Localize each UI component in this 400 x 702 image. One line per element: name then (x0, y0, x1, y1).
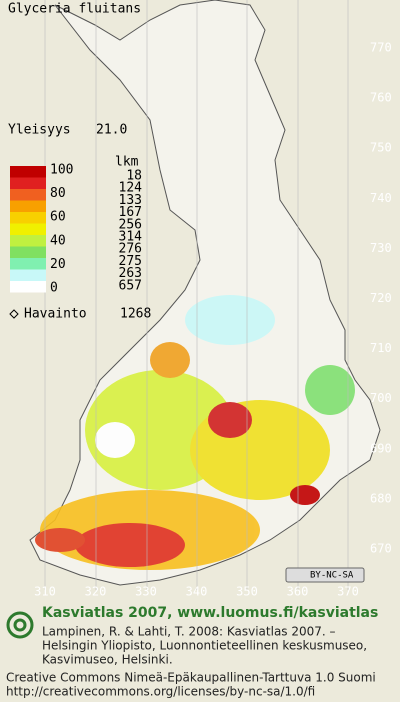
legend-scale-label: 40 (50, 233, 66, 248)
east-coordinate: 340 (186, 585, 208, 599)
legend-count: 276 (119, 242, 142, 257)
logo (6, 611, 34, 639)
legend-scale-label: 100 (50, 163, 73, 178)
north-coordinate: 730 (370, 241, 392, 255)
grid-lines (44, 0, 349, 590)
north-coordinate: 710 (370, 341, 392, 355)
legend-scale-label: 80 (50, 186, 66, 201)
legend-swatch (10, 212, 46, 224)
east-coordinate: 320 (85, 585, 107, 599)
license-line: http://creativecommons.org/licenses/by-n… (6, 685, 315, 699)
license-line: Creative Commons Nimeä-Epäkaupallinen-Ta… (6, 671, 376, 685)
east-coordinate: 370 (337, 585, 359, 599)
legend-count: 256 (119, 217, 142, 232)
east-coordinate: 330 (135, 585, 157, 599)
license-badge (285, 567, 365, 583)
legend-scale-label: 60 (50, 210, 66, 225)
legend-swatch (10, 177, 46, 189)
north-coordinate: 740 (370, 191, 392, 205)
legend-swatch (10, 235, 46, 247)
species-title: Glyceria fluitans (8, 2, 141, 17)
legend-swatch (10, 246, 46, 258)
legend-swatch (10, 269, 46, 281)
legend-scale-label: 20 (50, 257, 66, 272)
legend-count: 314 (119, 230, 143, 245)
observation-symbol (9, 309, 19, 319)
legend-swatch (10, 223, 46, 235)
labels: 100 80 60 40 20 0 1812413316725631427627526365… (6, 41, 392, 699)
count-header: lkm (115, 155, 139, 170)
legend-swatch (10, 166, 46, 178)
north-coordinate: 770 (370, 41, 392, 55)
north-coordinate: 670 (370, 542, 392, 556)
citation-line: Lampinen, R. & Lahti, T. 2008: Kasviatla… (42, 625, 336, 639)
legend-swatch (10, 189, 46, 201)
east-coordinate: 350 (236, 585, 258, 599)
brand: Kasviatlas 2007, www.luomus.fi/kasviatla… (42, 605, 378, 621)
legend-count: 657 (119, 278, 142, 293)
license-badge-text: BY-NC-SA (310, 571, 354, 581)
frequency-label: Yleisyys (8, 123, 71, 138)
legend-swatch (10, 200, 46, 212)
legend-count: 167 (119, 205, 142, 220)
north-coordinate: 690 (370, 441, 392, 455)
citation-line: Helsingin Yliopisto, Luonnontieteellinen… (42, 639, 367, 653)
observations-label: Havainto (24, 307, 87, 322)
legend-count: 18 (126, 169, 142, 184)
citation-line: Kasvimuseo, Helsinki. (42, 653, 173, 667)
north-coordinate: 680 (370, 491, 392, 505)
legend-count: 263 (119, 266, 142, 281)
east-coordinate: 360 (287, 585, 309, 599)
north-coordinate: 700 (370, 391, 392, 405)
north-coordinate: 750 (370, 141, 392, 155)
legend-scale-label: 0 (50, 281, 58, 296)
frequency-value: 21.0 (96, 123, 127, 138)
legend-count: 133 (119, 193, 142, 208)
north-coordinate: 760 (370, 91, 392, 105)
legend-bar (10, 166, 46, 293)
north-coordinate: 720 (370, 291, 392, 305)
legend-swatch (10, 258, 46, 270)
legend-count: 124 (119, 181, 143, 196)
distribution-patches (35, 295, 355, 570)
legend-count: 275 (119, 254, 142, 269)
observations-value: 1268 (120, 307, 151, 322)
east-coordinate: 310 (34, 585, 56, 599)
legend-swatch (10, 281, 46, 293)
